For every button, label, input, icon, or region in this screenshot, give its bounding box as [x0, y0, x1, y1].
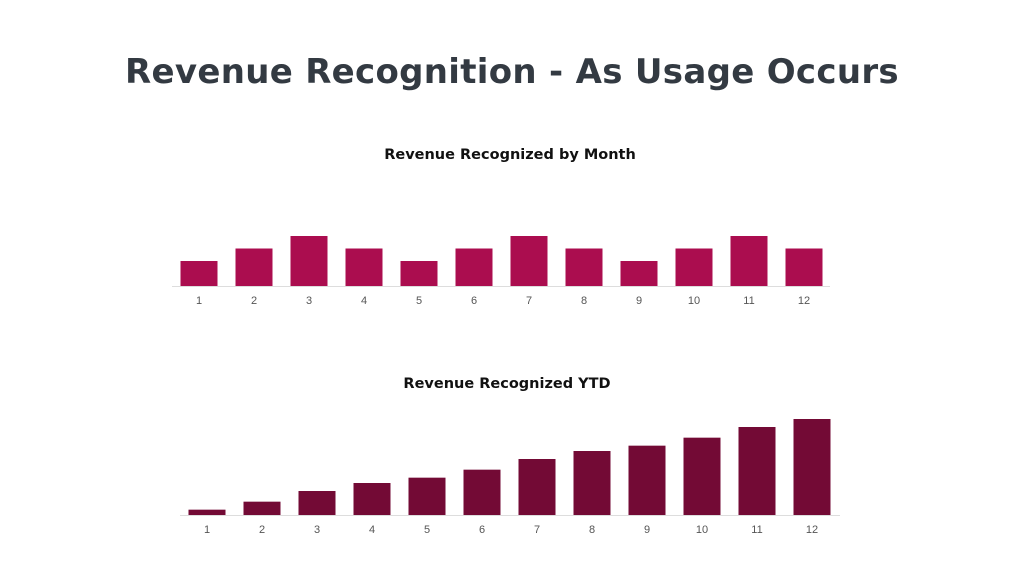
bar-8: [573, 451, 611, 515]
x-tick-label: 5: [416, 295, 422, 307]
x-tick-label: 12: [798, 295, 810, 307]
bar-3: [290, 236, 328, 286]
bar-5: [400, 261, 438, 286]
bar-9: [620, 261, 658, 286]
bar-4: [353, 483, 391, 515]
bar-2: [235, 248, 273, 286]
chart-title: Revenue Recognized by Month: [384, 147, 636, 163]
x-tick-label: 1: [204, 524, 210, 536]
bar-7: [510, 236, 548, 286]
chart-title: Revenue Recognized YTD: [403, 376, 610, 392]
bar-4: [345, 248, 383, 286]
x-tick-label: 3: [306, 295, 312, 307]
x-tick-label: 3: [314, 524, 320, 536]
x-tick-label: 8: [581, 295, 587, 307]
monthly-revenue-chart: Revenue Recognized by Month 1 2 3 4 5 6 7 8 9 10 1…: [172, 147, 830, 307]
ytd-revenue-chart: Revenue Recognized YTD 1 2 3 4 5 6 7 8 9 10 11 12: [180, 376, 840, 536]
x-tick-label: 11: [743, 295, 754, 307]
x-tick-label: 10: [696, 524, 708, 536]
x-tick-label: 6: [471, 295, 477, 307]
bar-1: [180, 261, 218, 286]
bar-10: [683, 437, 721, 515]
x-tick-label: 1: [196, 295, 202, 307]
bar-9: [628, 445, 666, 515]
x-tick-label: 9: [644, 524, 650, 536]
bar-12: [793, 419, 831, 515]
bar-8: [565, 248, 603, 286]
bar-11: [730, 236, 768, 286]
x-tick-label: 8: [589, 524, 595, 536]
bar-6: [463, 469, 501, 515]
x-tick-label: 5: [424, 524, 430, 536]
slide-title: Revenue Recognition - As Usage Occurs: [125, 52, 899, 92]
bar-2: [243, 501, 281, 515]
x-tick-label: 6: [479, 524, 485, 536]
bar-1: [188, 509, 226, 515]
x-tick-label: 9: [636, 295, 642, 307]
bar-7: [518, 459, 556, 515]
x-tick-label: 2: [251, 295, 257, 307]
x-tick-label: 10: [688, 295, 700, 307]
bar-10: [675, 248, 713, 286]
x-tick-label: 7: [534, 524, 540, 536]
x-tick-label: 11: [751, 524, 762, 536]
bar-6: [455, 248, 493, 286]
x-tick-label: 2: [259, 524, 265, 536]
bar-12: [785, 248, 823, 286]
bar-11: [738, 427, 776, 515]
bar-3: [298, 491, 336, 515]
x-tick-label: 4: [361, 295, 367, 307]
x-tick-label: 12: [806, 524, 818, 536]
x-tick-label: 4: [369, 524, 375, 536]
bar-5: [408, 477, 446, 515]
x-tick-label: 7: [526, 295, 532, 307]
